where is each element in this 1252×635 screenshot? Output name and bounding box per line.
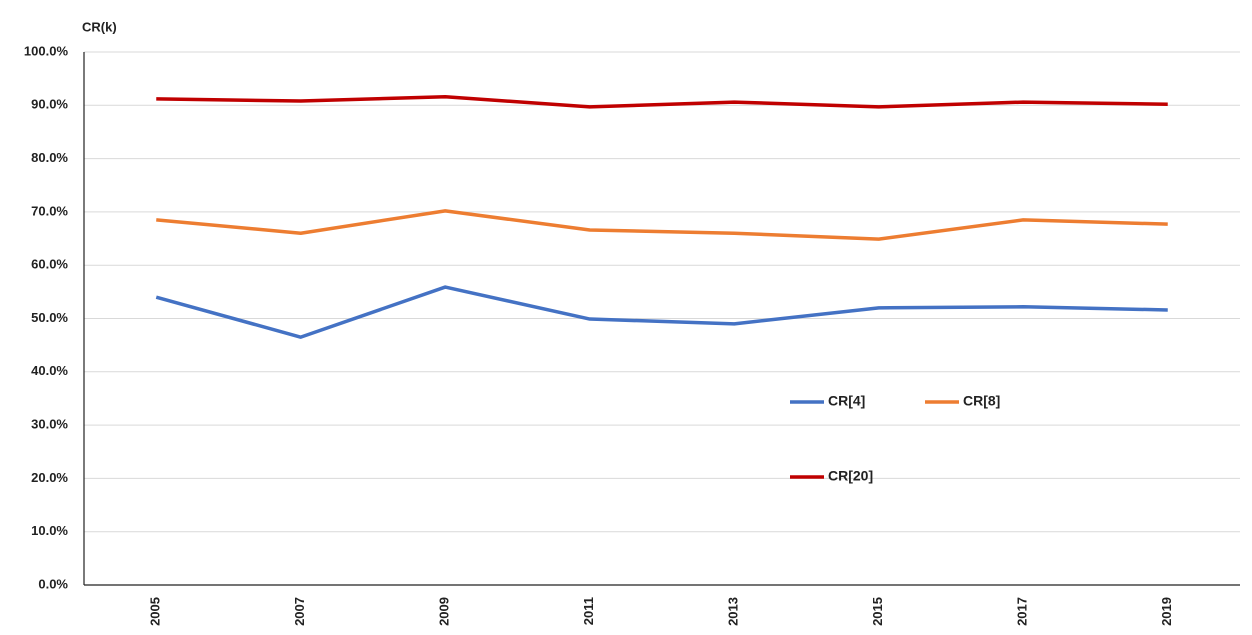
x-tick-label: 2019 <box>1159 597 1174 626</box>
series-line <box>156 209 1168 241</box>
y-tick-label: 100.0% <box>24 43 69 58</box>
y-axis-label: CR(k) <box>82 19 117 34</box>
x-tick-label: 2017 <box>1015 597 1030 626</box>
y-tick-label: 60.0% <box>31 257 68 272</box>
x-tick-label: 2007 <box>292 597 307 626</box>
x-tick-label: 2005 <box>148 597 163 626</box>
y-tick-label: 80.0% <box>31 150 68 165</box>
x-tick-label: 2009 <box>437 597 452 626</box>
series-line <box>156 95 1168 109</box>
x-tick-label: 2013 <box>726 597 741 626</box>
y-tick-label: 20.0% <box>31 470 68 485</box>
y-tick-label: 90.0% <box>31 97 68 112</box>
x-tick-label: 2011 <box>581 597 596 625</box>
y-tick-label: 50.0% <box>31 310 68 325</box>
y-tick-label: 10.0% <box>31 523 68 538</box>
y-tick-label: 30.0% <box>31 417 68 432</box>
y-tick-label: 70.0% <box>31 203 68 218</box>
legend-label: CR[20] <box>828 468 873 484</box>
legend-label: CR[4] <box>828 393 865 409</box>
series-line <box>155 285 1168 339</box>
legend-label: CR[8] <box>963 393 1000 409</box>
x-tick-label: 2015 <box>870 597 885 626</box>
y-tick-label: 0.0% <box>38 576 68 591</box>
y-tick-label: 40.0% <box>31 363 68 378</box>
